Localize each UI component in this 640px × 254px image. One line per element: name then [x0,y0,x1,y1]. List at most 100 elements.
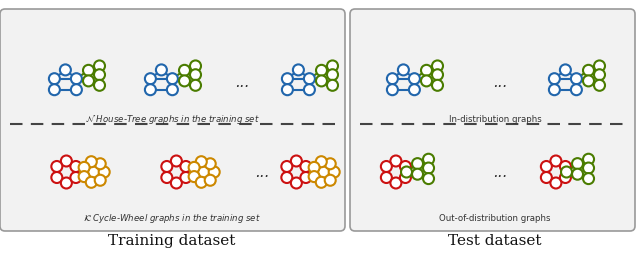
Circle shape [95,175,106,186]
Circle shape [94,81,105,91]
Text: Test dataset: Test dataset [448,233,541,247]
Circle shape [180,172,191,183]
Circle shape [381,161,392,172]
Circle shape [60,65,71,76]
Circle shape [196,156,207,168]
Circle shape [318,167,329,178]
Circle shape [316,177,327,188]
Circle shape [432,81,443,91]
Circle shape [79,171,90,182]
Circle shape [86,177,97,188]
Circle shape [71,85,82,96]
Circle shape [291,156,302,167]
Circle shape [99,167,109,178]
Text: ...: ... [493,165,508,180]
Circle shape [412,169,423,180]
Circle shape [398,65,409,76]
Circle shape [412,158,423,169]
Circle shape [390,178,401,189]
Circle shape [541,161,552,172]
Circle shape [387,85,398,96]
Circle shape [409,74,420,85]
Circle shape [70,161,81,172]
Text: In-distribution graphs: In-distribution graphs [449,115,541,124]
Circle shape [583,154,594,165]
Circle shape [79,162,90,173]
Circle shape [167,74,178,85]
Circle shape [300,172,312,183]
Text: $\mathcal{N}$ House-Tree graphs in the training set: $\mathcal{N}$ House-Tree graphs in the t… [84,113,259,126]
Circle shape [71,74,82,85]
Circle shape [304,74,315,85]
Circle shape [179,76,190,87]
Circle shape [571,85,582,96]
Circle shape [432,61,443,72]
Circle shape [205,175,216,186]
Text: $\mathcal{K}$ Cycle-Wheel graphs in the training set: $\mathcal{K}$ Cycle-Wheel graphs in the … [83,212,261,225]
Circle shape [560,172,571,183]
Circle shape [400,161,411,172]
Circle shape [95,158,106,170]
Circle shape [541,172,552,183]
Circle shape [171,156,182,167]
Circle shape [161,161,172,172]
Circle shape [189,171,200,182]
Circle shape [561,167,572,178]
Circle shape [583,76,594,87]
Circle shape [400,172,411,183]
Circle shape [327,70,338,81]
Circle shape [324,158,336,170]
Circle shape [423,163,434,174]
Circle shape [83,76,94,87]
Circle shape [387,74,398,85]
Circle shape [572,169,583,180]
Circle shape [308,171,319,182]
Circle shape [316,156,327,168]
Circle shape [205,158,216,170]
Circle shape [49,85,60,96]
Circle shape [401,167,412,178]
Circle shape [390,156,401,167]
Circle shape [94,70,105,81]
Circle shape [94,61,105,72]
Circle shape [145,85,156,96]
Circle shape [70,172,81,183]
Circle shape [549,85,560,96]
Circle shape [327,81,338,91]
Circle shape [304,85,315,96]
Text: Out-of-distribution graphs: Out-of-distribution graphs [439,214,551,223]
FancyBboxPatch shape [350,10,635,231]
Circle shape [61,156,72,167]
Circle shape [282,85,293,96]
Circle shape [571,74,582,85]
Text: ...: ... [255,165,269,180]
Circle shape [583,163,594,174]
Circle shape [308,162,319,173]
Circle shape [49,74,60,85]
Circle shape [282,172,292,183]
Circle shape [83,66,94,76]
Circle shape [190,61,201,72]
Circle shape [423,173,434,184]
Circle shape [189,162,200,173]
Circle shape [594,81,605,91]
Circle shape [432,70,443,81]
Circle shape [316,66,327,76]
Circle shape [381,172,392,183]
Circle shape [88,167,99,178]
Circle shape [300,161,312,172]
Circle shape [291,178,302,189]
Text: ...: ... [235,75,250,90]
Circle shape [327,61,338,72]
Circle shape [180,161,191,172]
Circle shape [86,156,97,168]
Circle shape [316,76,327,87]
Circle shape [156,65,167,76]
Text: ...: ... [493,75,508,90]
Circle shape [51,161,62,172]
FancyBboxPatch shape [0,10,345,231]
Circle shape [594,61,605,72]
Circle shape [329,167,340,178]
Circle shape [550,178,561,189]
Circle shape [179,66,190,76]
